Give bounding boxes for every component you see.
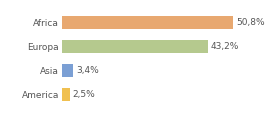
Bar [62,64,73,77]
Text: 50,8%: 50,8% [236,18,265,27]
Text: 43,2%: 43,2% [210,42,239,51]
Text: 3,4%: 3,4% [76,66,99,75]
Text: 2,5%: 2,5% [73,90,95,99]
Bar [62,16,233,30]
Bar [62,40,207,53]
Bar [62,88,70,101]
